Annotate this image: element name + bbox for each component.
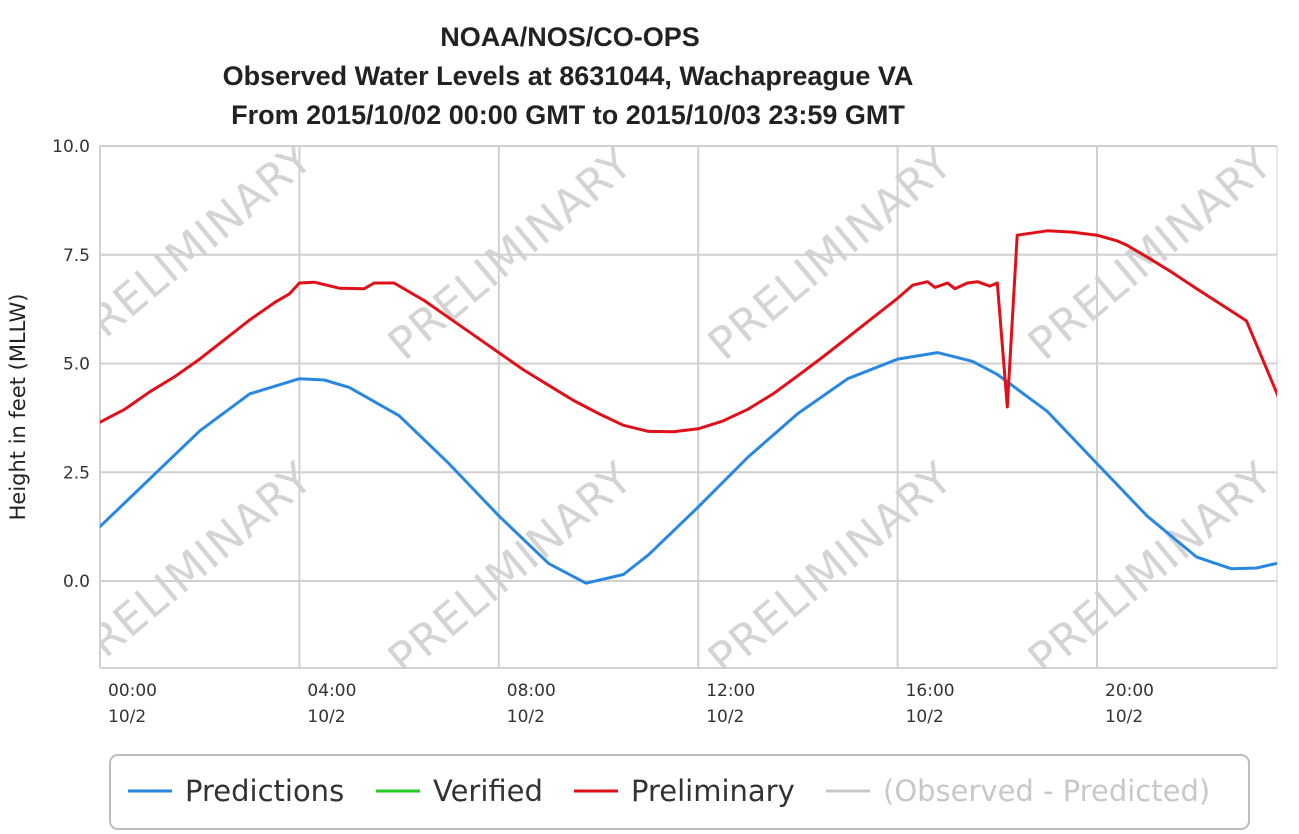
x-tick-date-label: 10/2 — [507, 707, 545, 727]
legend-item-predictions: Predictions — [128, 774, 344, 808]
legend-label: Predictions — [185, 774, 344, 808]
x-tick-time-label: 20:00 — [1105, 681, 1154, 701]
legend-item-observed-predicted: (Observed - Predicted) — [826, 774, 1210, 808]
axis-tick-labels: 10.0 7.5 5.0 2.5 0.0 00:00 10/2 04:00 10/2 08:00 1… — [52, 137, 1154, 727]
x-tick-date-label: 10/2 — [1105, 707, 1143, 727]
y-tick-label: 0.0 — [63, 572, 90, 592]
chart-subtitle-range: From 2015/10/02 00:00 GMT to 2015/10/03 … — [231, 100, 905, 130]
watermark-text: PRELIMINARY — [379, 452, 643, 685]
x-tick-time-label: 04:00 — [307, 681, 356, 701]
legend-item-verified: Verified — [376, 774, 543, 808]
series-line-predictions — [100, 351, 1277, 585]
x-tick-time-label: 12:00 — [706, 681, 755, 701]
legend-label: (Observed - Predicted) — [883, 774, 1210, 808]
watermark-text: PRELIMINARY — [59, 452, 323, 685]
legend-item-preliminary: Preliminary — [574, 774, 795, 808]
legend-box — [109, 754, 1250, 830]
legend-label: Verified — [433, 774, 543, 808]
series-line-preliminary — [100, 229, 1277, 434]
y-axis-label: Height in feet (MLLW) — [6, 294, 30, 521]
y-tick-label: 10.0 — [52, 137, 90, 157]
legend-label: Preliminary — [631, 774, 795, 808]
watermark-text: PRELIMINARY — [699, 452, 963, 685]
chart-subtitle-station: Observed Water Levels at 8631044, Wachap… — [223, 61, 914, 91]
y-tick-label: 2.5 — [63, 463, 90, 483]
x-tick-date-label: 10/2 — [108, 707, 146, 727]
x-tick-date-label: 10/2 — [906, 707, 944, 727]
x-tick-time-label: 16:00 — [906, 681, 955, 701]
x-tick-date-label: 10/2 — [706, 707, 744, 727]
watermark-text: PRELIMINARY — [59, 132, 323, 365]
series-layer — [100, 229, 1277, 585]
legend: Predictions Verified Preliminary (Observed … — [128, 774, 1210, 808]
y-tick-label: 7.5 — [63, 246, 90, 266]
chart-title: NOAA/NOS/CO-OPS — [440, 22, 700, 52]
x-tick-time-label: 08:00 — [507, 681, 556, 701]
x-tick-time-label: 00:00 — [108, 681, 157, 701]
x-tick-date-label: 10/2 — [307, 707, 345, 727]
y-tick-label: 5.0 — [63, 355, 90, 375]
grid-layer — [99, 145, 1278, 669]
watermark-layer: PRELIMINARY PRELIMINARY PRELIMINARY PRELIMI… — [59, 132, 1277, 685]
